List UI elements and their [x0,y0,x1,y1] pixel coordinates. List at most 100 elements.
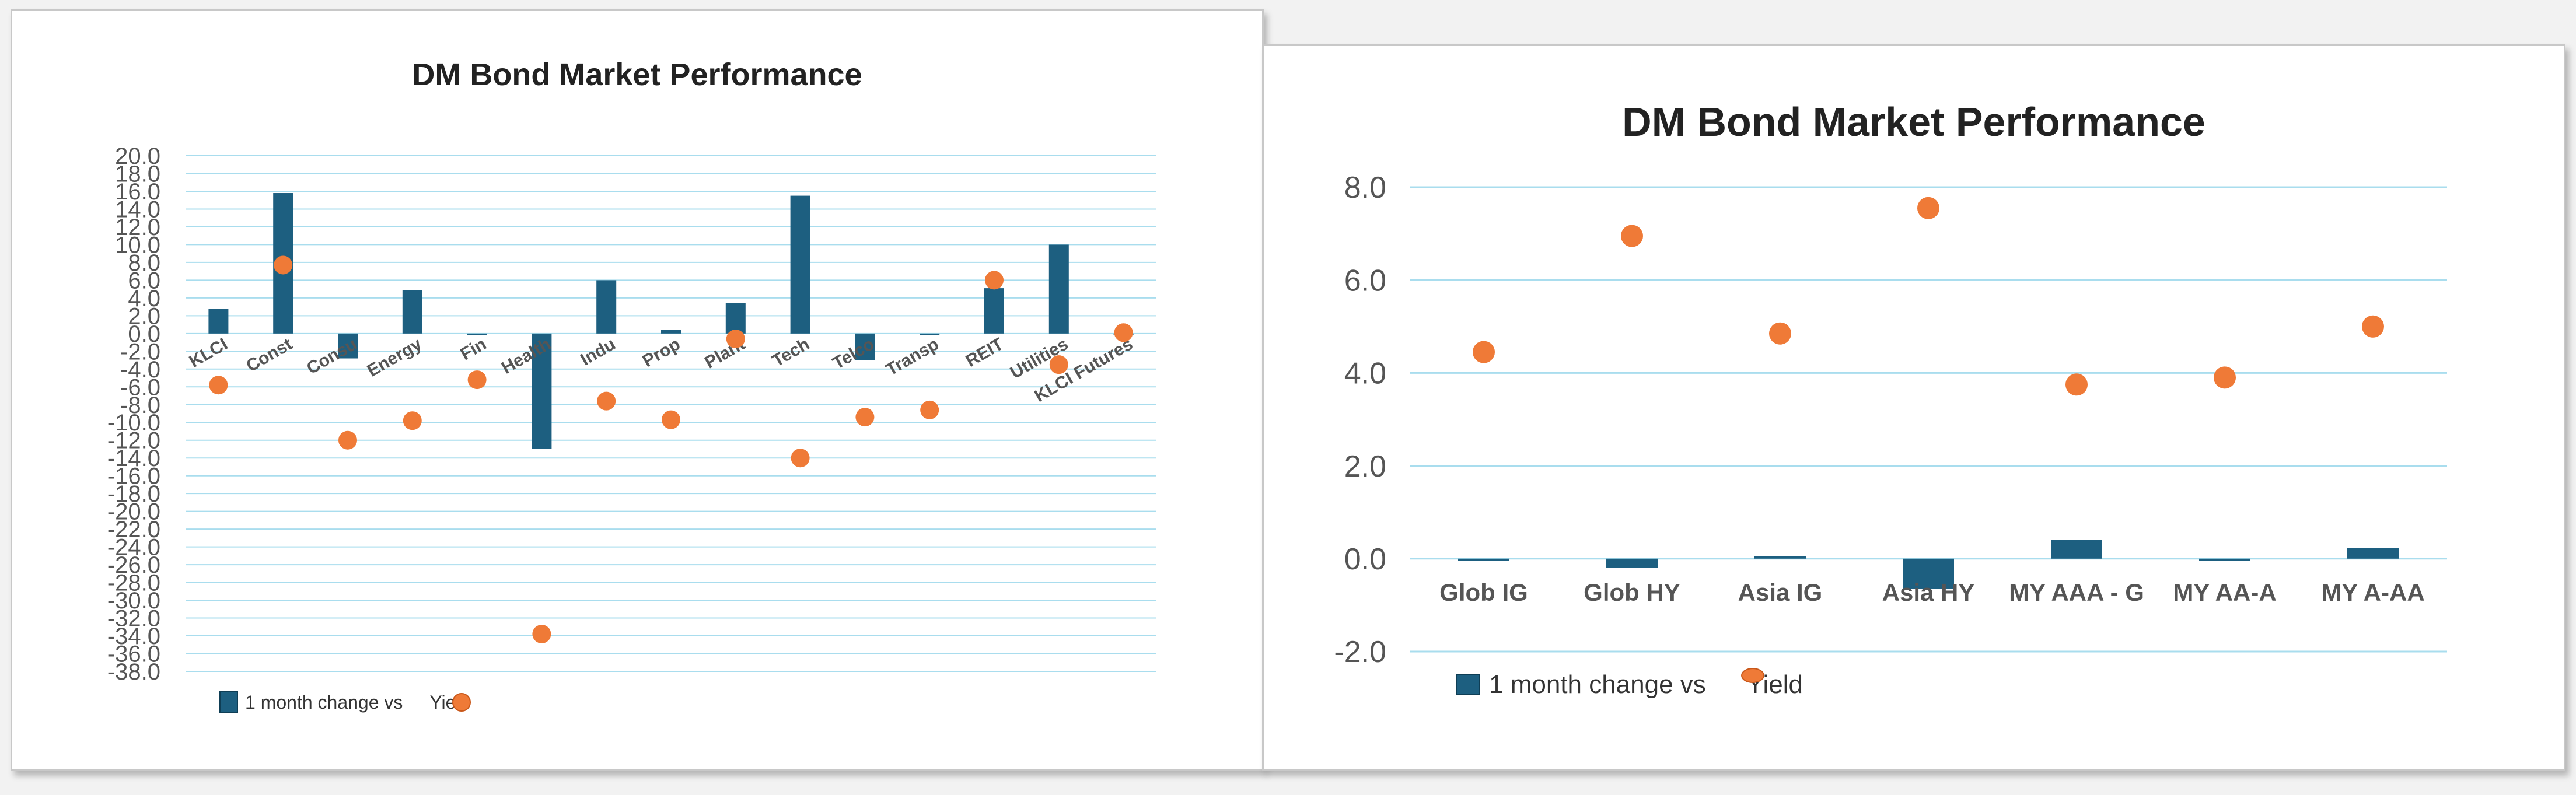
y-tick-label: -22.0 [107,517,160,542]
left-chart-panel: DM Bond Market Performance 20.0 18.0 16.0 1… [11,9,1264,771]
bar-plant [725,303,746,334]
y-tick-label: 14.0 [115,197,160,222]
bar-asia-hy [1903,558,1954,589]
y-tick-label: -8.0 [120,393,160,418]
yield-point-health [532,624,551,643]
x-tick-label: MY AAA - G [2009,579,2144,606]
y-tick-label: -30.0 [107,588,160,614]
y-tick-label: 10.0 [115,232,160,258]
y-tick-label: -38.0 [107,659,160,685]
yield-point-klci [209,376,228,395]
bar-asia-ig [1754,556,1806,559]
y-tick-label: -34.0 [107,624,160,649]
y-tick-label: -24.0 [107,535,160,561]
bar-fin [467,333,487,335]
right-chart-panel: DM Bond Market Performance 8.0 6.0 4.0 2.0 0… [1262,44,2565,771]
y-tick-label: 16.0 [115,179,160,205]
x-tick-label: Energy [364,334,425,381]
left-chart-svg: 20.018.016.014.012.010.08.06.04.02.00.0-… [107,143,1156,685]
right-chart-title: DM Bond Market Performance [1622,99,2205,145]
bar-transp [920,333,940,335]
bar-energy [402,290,422,334]
yield-point-indu [597,391,616,411]
y-tick-label: -12.0 [107,428,160,454]
y-tick-label: -18.0 [107,481,160,507]
yield-point-tech [791,449,810,468]
bar-telco [855,333,875,360]
x-tick-label: Indu [577,334,618,369]
x-tick-label: Fin [457,334,490,364]
y-tick-label: 20.0 [115,143,160,169]
bar-my-aaa-g [2051,540,2102,559]
bar-indu [596,280,617,334]
y-tick-label: -26.0 [107,552,160,578]
y-tick-label: 2.0 [128,303,160,329]
x-tick-label: Telco [829,334,877,373]
y-tick-label: 6.0 [1344,264,1386,297]
right-chart-svg: 8.0 6.0 4.0 2.0 0.0 -2.0 Glob IG Glob HY Asia IG… [1334,171,2447,669]
yield-point-glob-ig [1473,341,1495,363]
bar-glob-ig [1458,558,1509,561]
y-tick-label: 4.0 [1344,357,1386,391]
bar-reit [984,288,1004,334]
left-chart-legend: 1 month change vs Yie [219,691,471,713]
bar-tech [790,195,810,334]
bar-consu [338,333,358,359]
bar-health [532,333,552,449]
y-tick-label: 0.0 [1344,542,1386,576]
y-tick-label: -36.0 [107,642,160,667]
y-tick-label: 2.0 [1344,450,1386,484]
y-tick-label: -28.0 [107,570,160,596]
yield-point-telco [855,408,875,427]
x-tick-label: Tech [769,334,813,370]
bar-prop [661,330,681,334]
legend-bar-label: 1 month change vs [245,691,403,713]
yield-point-my-a-aa [2362,315,2384,338]
x-tick-label: KLCI [186,334,231,372]
bar-my-a-aa [2347,548,2399,559]
legend-dot-swatch [1740,668,1764,683]
y-tick-label: 6.0 [128,268,160,293]
legend-bar-swatch [1456,674,1480,695]
yield-point-klci-futures [1114,323,1133,342]
y-tick-label: 0.0 [128,321,160,347]
y-tick-label: -2.0 [1334,635,1386,669]
yield-point-consu [338,430,357,450]
x-tick-label: MY A-AA [2321,579,2424,606]
x-tick-label: Prop [639,334,684,371]
y-tick-label: -16.0 [107,464,160,489]
x-tick-label: Transp [883,334,942,380]
y-tick-label: -6.0 [120,374,160,400]
yield-point-plant [726,329,745,348]
y-tick-label: 12.0 [115,215,160,240]
bar-klci [208,309,229,334]
yield-point-energy [403,411,422,430]
y-tick-label: -2.0 [120,339,160,365]
legend-dot-label: Yie [429,691,456,713]
legend-dot-swatch [452,693,471,712]
y-tick-label: 8.0 [128,250,160,276]
yield-point-prop [662,410,680,429]
y-tick-label: -20.0 [107,499,160,525]
bar-glob-hy [1606,558,1658,568]
yield-point-asia-ig [1769,322,1791,345]
x-tick-label: REIT [963,334,1007,371]
x-tick-label: MY AA-A [2173,579,2276,606]
yield-point-asia-hy [1917,197,1939,219]
x-tick-label: Asia IG [1738,579,1823,606]
y-tick-label: -32.0 [107,606,160,632]
legend-bar-swatch [219,691,238,713]
y-tick-label: -10.0 [107,410,160,436]
y-tick-label: 4.0 [128,286,160,311]
yield-point-my-aaa-g [2065,373,2088,396]
x-tick-label: Glob HY [1584,579,1680,606]
bar-my-aa-a [2199,558,2250,561]
legend-bar-label: 1 month change vs [1489,670,1706,699]
yield-point-fin [467,370,487,390]
y-tick-label: 8.0 [1344,171,1386,205]
y-tick-label: 18.0 [115,161,160,187]
bar-utilities [1048,244,1069,334]
yield-point-utilities [1049,355,1068,374]
x-tick-label: Glob IG [1439,579,1528,606]
y-tick-label: -4.0 [120,357,160,383]
